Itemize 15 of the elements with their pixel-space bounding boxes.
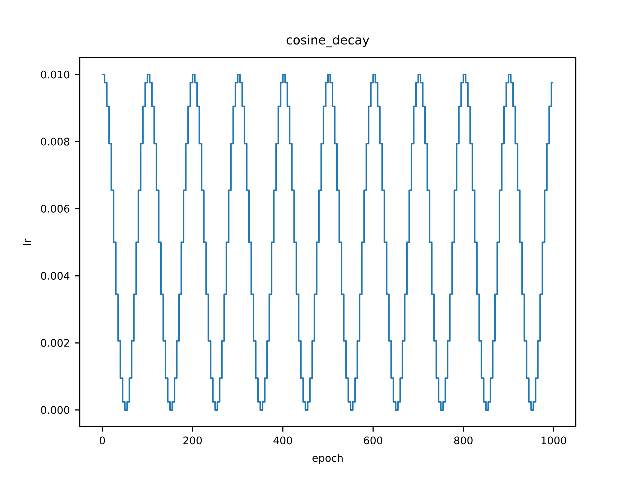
x-tick-label: 1000 [542, 436, 566, 445]
x-tick-label: 400 [274, 436, 292, 445]
x-tick-label: 600 [364, 436, 383, 445]
x-axis-title: epoch [312, 454, 343, 464]
y-tick-label: 0.006 [41, 205, 70, 213]
x-tick-label: 0 [100, 436, 106, 445]
y-tick-label: 0.004 [41, 272, 70, 280]
y-tick-label: 0.008 [41, 138, 70, 146]
y-tick-label: 0.010 [41, 70, 70, 79]
x-tick-label: 800 [454, 436, 473, 445]
x-tick-label: 200 [184, 436, 202, 445]
y-axis-title: lr [23, 238, 32, 246]
chart-title: cosine_decay [286, 35, 370, 48]
y-tick-label: 0.002 [41, 339, 70, 348]
y-tick-label: 0.000 [41, 406, 70, 414]
